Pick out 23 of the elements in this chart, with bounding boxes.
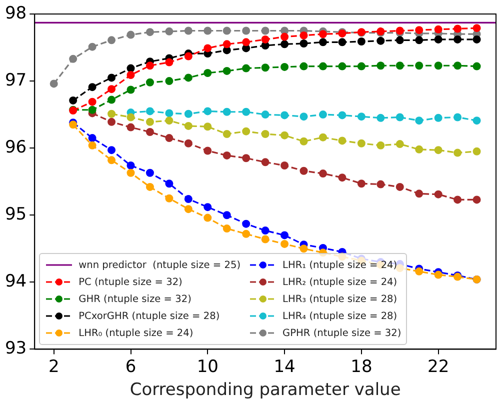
x-tick-label: 22 — [428, 356, 450, 377]
x-tick-label: 18 — [350, 356, 372, 377]
y-tick-label: 98 — [4, 3, 27, 24]
y-tick-label: 97 — [4, 70, 27, 90]
x-tick-label: 6 — [125, 356, 136, 377]
legend-label: PC (ntuple size = 32) — [78, 276, 182, 288]
y-tick-label: 93 — [4, 338, 27, 359]
x-tick-label: 2 — [48, 356, 60, 377]
y-tick-label: 96 — [4, 138, 27, 158]
y-tick-label: 95 — [4, 204, 27, 225]
legend-label: LHR₀ (ntuple size = 24) — [78, 328, 194, 339]
y-tick-label: 94 — [4, 272, 27, 292]
legend-label: LHR₂ (ntuple size = 24) — [282, 276, 398, 288]
legend-label: GPHR (ntuple size = 32) — [282, 328, 402, 339]
legend-label: LHR₄ (ntuple size = 28) — [282, 310, 398, 322]
legend-label: GHR (ntuple size = 32) — [78, 294, 192, 305]
x-tick-label: 10 — [196, 356, 218, 377]
legend-label: wnn predictor (ntuple size = 25) — [78, 260, 241, 271]
legend-label: LHR₁ (ntuple size = 24) — [282, 260, 398, 271]
legend-label: PCxorGHR (ntuple size = 28) — [78, 310, 220, 322]
x-axis-title: Corresponding parameter value — [130, 380, 401, 400]
x-tick-label: 14 — [274, 356, 296, 377]
legend-label: LHR₃ (ntuple size = 28) — [282, 294, 398, 305]
